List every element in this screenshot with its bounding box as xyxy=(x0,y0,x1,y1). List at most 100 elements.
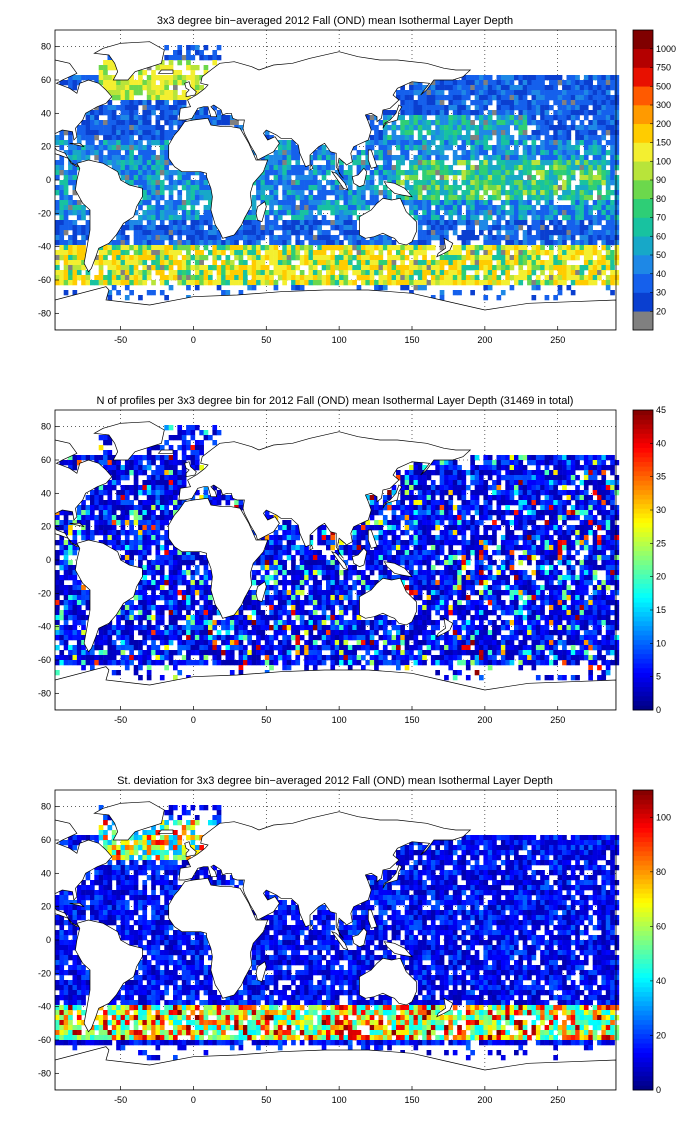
data-cell xyxy=(111,470,117,476)
data-cell xyxy=(321,190,327,196)
data-cell xyxy=(356,160,362,166)
data-cell xyxy=(544,140,550,146)
data-cell xyxy=(361,525,366,531)
data-cell xyxy=(570,90,576,96)
data-cell xyxy=(544,180,550,186)
data-cell xyxy=(470,290,475,296)
data-cell xyxy=(527,495,532,501)
data-cell xyxy=(479,180,484,186)
colorbar-tick-label: 80 xyxy=(656,194,666,204)
data-cell xyxy=(400,195,405,201)
data-cell xyxy=(583,495,589,501)
data-cell xyxy=(247,280,252,286)
data-cell xyxy=(417,115,423,121)
data-cell xyxy=(496,245,502,251)
data-cell xyxy=(444,275,449,281)
data-cell xyxy=(124,460,130,466)
data-cell xyxy=(531,255,537,261)
data-cell xyxy=(138,180,143,186)
data-cell xyxy=(610,110,615,116)
data-cell xyxy=(470,455,475,461)
data-cell xyxy=(522,120,528,126)
data-cell xyxy=(251,285,257,291)
data-cell xyxy=(610,515,615,521)
data-cell xyxy=(540,485,545,491)
data-cell xyxy=(404,135,410,141)
data-cell xyxy=(448,280,454,286)
land-polygon xyxy=(367,149,378,169)
data-cell xyxy=(527,265,532,271)
data-cell xyxy=(496,455,502,461)
data-cell xyxy=(68,510,73,516)
data-cell xyxy=(597,100,602,106)
panel-2-title: N of profiles per 3x3 degree bin for 201… xyxy=(97,395,574,407)
data-cell xyxy=(409,210,414,216)
data-cell xyxy=(575,455,580,461)
data-cell xyxy=(487,495,493,501)
data-cell xyxy=(522,215,528,221)
data-cell xyxy=(592,125,598,131)
data-cell xyxy=(509,80,515,86)
data-cell xyxy=(470,260,475,266)
data-cell xyxy=(483,505,489,511)
data-cell xyxy=(321,265,327,271)
colorbar-segment xyxy=(633,236,653,256)
data-cell xyxy=(553,150,558,156)
colorbar-tick-label: 1000 xyxy=(656,44,676,54)
data-cell xyxy=(522,90,528,96)
data-cell xyxy=(400,280,405,286)
data-cell xyxy=(509,110,515,116)
data-cell xyxy=(317,190,322,196)
data-cell xyxy=(317,165,322,171)
data-cell xyxy=(413,245,419,251)
data-cell xyxy=(361,270,366,276)
data-cell xyxy=(483,250,489,256)
data-cell xyxy=(575,245,580,251)
data-cell xyxy=(138,145,143,151)
data-cell xyxy=(146,480,152,486)
data-cell xyxy=(601,145,607,151)
data-cell xyxy=(422,170,427,176)
data-cell xyxy=(583,265,589,271)
data-cell xyxy=(570,150,576,156)
data-cell xyxy=(409,85,414,91)
data-cell xyxy=(540,85,545,91)
data-cell xyxy=(496,240,502,246)
data-cell xyxy=(168,485,174,491)
data-cell xyxy=(124,160,130,166)
data-cell xyxy=(492,510,497,516)
data-cell xyxy=(374,235,379,241)
data-cell xyxy=(597,180,602,186)
data-cell xyxy=(72,180,78,186)
data-cell xyxy=(286,190,292,196)
data-cell xyxy=(107,120,113,126)
data-cell xyxy=(343,175,349,181)
data-cell xyxy=(256,230,261,236)
data-cell xyxy=(500,210,506,216)
data-cell xyxy=(592,505,598,511)
data-cell xyxy=(369,195,375,201)
data-cell xyxy=(194,45,200,51)
data-cell xyxy=(76,460,82,466)
data-cell xyxy=(496,480,502,486)
data-cell xyxy=(562,520,567,526)
data-cell xyxy=(76,515,82,521)
data-cell xyxy=(492,190,497,196)
data-cell xyxy=(610,510,615,516)
data-cell xyxy=(186,265,191,271)
data-cell xyxy=(496,190,502,196)
data-cell xyxy=(474,220,480,226)
data-cell xyxy=(103,455,108,461)
data-cell xyxy=(286,195,292,201)
data-cell xyxy=(492,125,497,131)
data-cell xyxy=(133,510,139,516)
data-cell xyxy=(264,215,270,221)
data-cell xyxy=(199,235,204,241)
data-cell xyxy=(85,210,91,216)
data-cell xyxy=(610,465,615,471)
data-cell xyxy=(151,525,156,531)
data-cell xyxy=(63,140,69,146)
data-cell xyxy=(98,495,104,501)
data-cell xyxy=(531,155,537,161)
data-cell xyxy=(592,145,598,151)
